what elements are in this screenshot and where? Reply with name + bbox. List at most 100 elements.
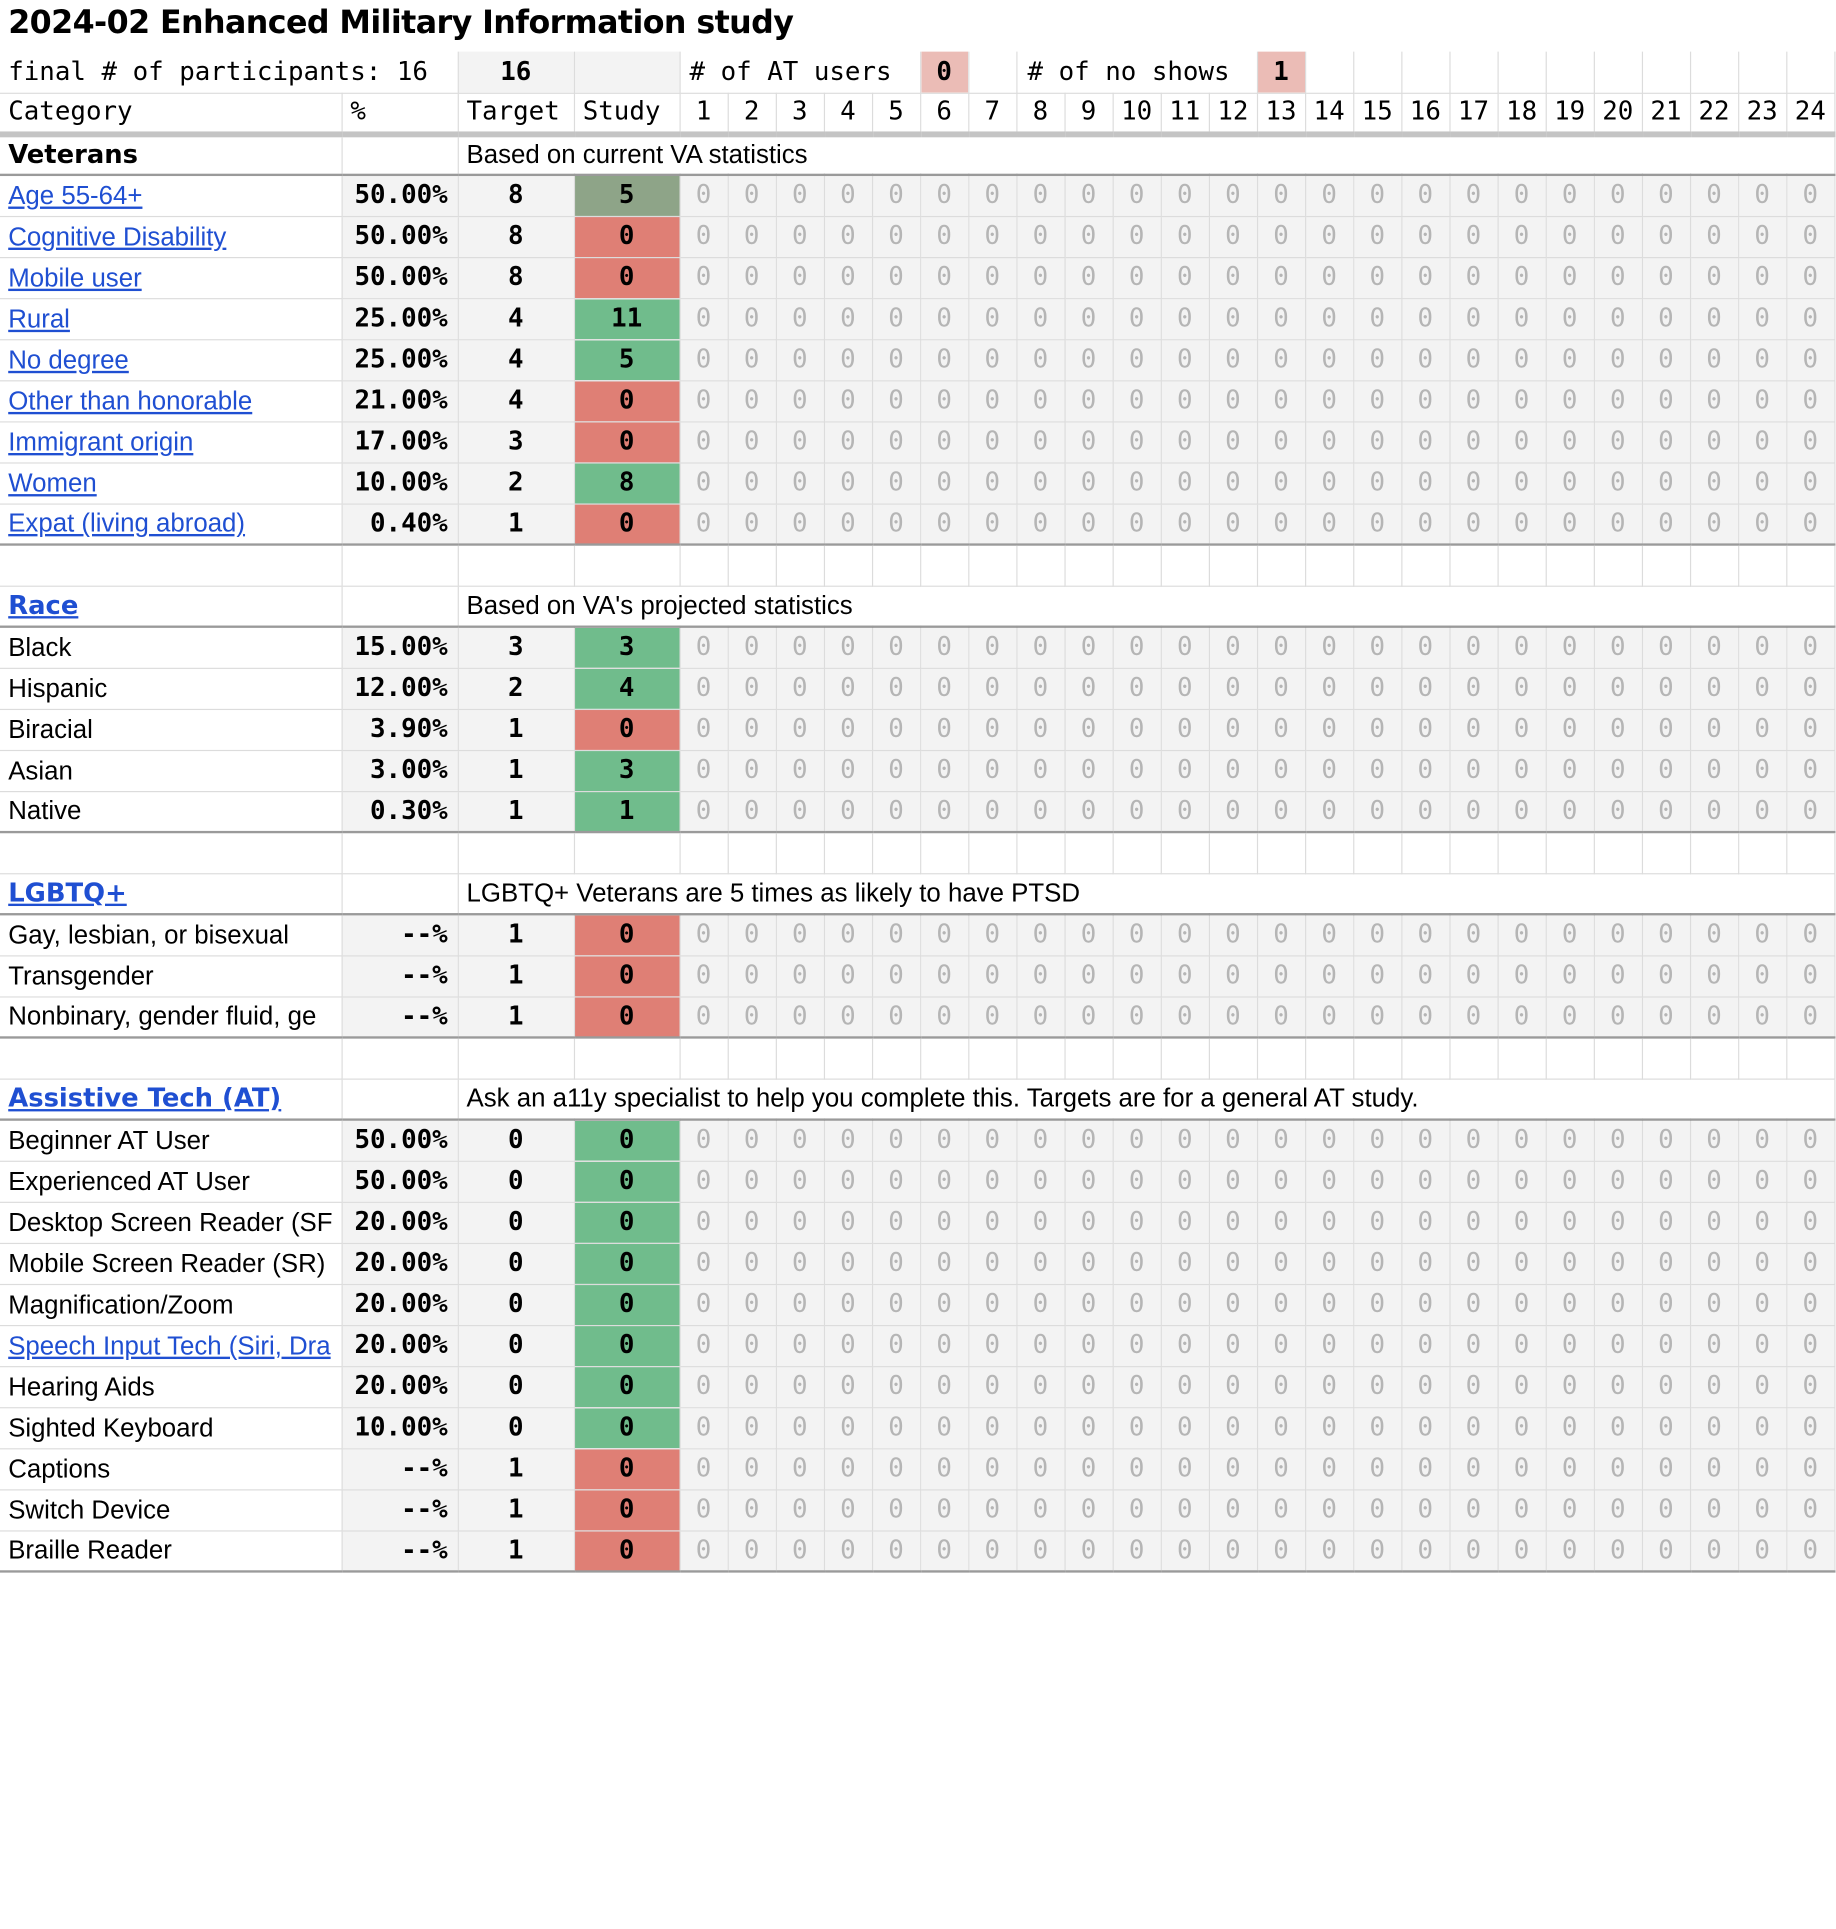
participant-cell[interactable]: 0 <box>1305 708 1354 751</box>
participant-cell[interactable]: 0 <box>1689 914 1739 956</box>
participant-cell[interactable]: 0 <box>1208 1160 1258 1203</box>
category-label[interactable]: Women <box>0 462 343 505</box>
participant-cell[interactable]: 0 <box>871 1530 921 1573</box>
participant-cell[interactable]: 0 <box>1064 1366 1114 1408</box>
participant-cell[interactable]: 0 <box>1786 1160 1835 1203</box>
participant-cell[interactable]: 0 <box>1160 215 1210 258</box>
participant-cell[interactable]: 0 <box>1256 1324 1306 1367</box>
participant-cell[interactable]: 0 <box>920 380 969 422</box>
participant-cell[interactable]: 0 <box>1545 421 1595 463</box>
participant-cell[interactable]: 0 <box>1208 339 1258 381</box>
participant-cell[interactable]: 0 <box>1256 257 1306 299</box>
participant-cell[interactable]: 0 <box>1016 708 1066 751</box>
participant-cell[interactable]: 0 <box>1593 174 1643 217</box>
participant-cell[interactable]: 0 <box>1449 955 1499 997</box>
participant-cell[interactable]: 0 <box>1545 791 1595 834</box>
participant-cell[interactable]: 0 <box>1353 667 1402 710</box>
participant-cell[interactable]: 0 <box>1016 380 1066 422</box>
participant-cell[interactable]: 0 <box>679 1530 729 1573</box>
participant-cell[interactable]: 0 <box>1545 1530 1595 1573</box>
participant-cell[interactable]: 0 <box>679 667 729 710</box>
participant-cell[interactable]: 0 <box>920 462 969 505</box>
participant-cell[interactable]: 0 <box>920 626 969 669</box>
participant-cell[interactable]: 0 <box>1256 215 1306 258</box>
participant-cell[interactable]: 0 <box>1786 421 1835 463</box>
category-label[interactable]: Other than honorable <box>0 380 343 422</box>
participant-cell[interactable]: 0 <box>1401 1324 1450 1367</box>
participant-cell[interactable]: 0 <box>1160 339 1210 381</box>
participant-cell[interactable]: 0 <box>1305 339 1354 381</box>
participant-cell[interactable]: 0 <box>1353 955 1402 997</box>
participant-cell[interactable]: 0 <box>1786 257 1835 299</box>
participant-cell[interactable]: 0 <box>679 626 729 669</box>
participant-cell[interactable]: 0 <box>775 1407 825 1449</box>
participant-cell[interactable]: 0 <box>1305 257 1354 299</box>
participant-cell[interactable]: 0 <box>1545 1283 1595 1326</box>
participant-cell[interactable]: 0 <box>775 1160 825 1203</box>
participant-cell[interactable]: 0 <box>1016 1324 1066 1367</box>
participant-cell[interactable]: 0 <box>1738 1283 1787 1326</box>
participant-cell[interactable]: 0 <box>727 1242 777 1285</box>
participant-cell[interactable]: 0 <box>1593 1489 1643 1531</box>
participant-cell[interactable]: 0 <box>1016 1160 1066 1203</box>
participant-cell[interactable]: 0 <box>1449 667 1499 710</box>
participant-cell[interactable]: 0 <box>1641 1283 1691 1326</box>
participant-cell[interactable]: 0 <box>1064 626 1114 669</box>
participant-cell[interactable]: 0 <box>1497 1242 1547 1285</box>
participant-cell[interactable]: 0 <box>823 298 873 340</box>
participant-cell[interactable]: 0 <box>1112 667 1162 710</box>
participant-cell[interactable]: 0 <box>1449 1366 1499 1408</box>
participant-cell[interactable]: 0 <box>1401 1201 1450 1244</box>
participant-cell[interactable]: 0 <box>1256 708 1306 751</box>
participant-cell[interactable]: 0 <box>1353 626 1402 669</box>
participant-cell[interactable]: 0 <box>1786 996 1835 1039</box>
participant-cell[interactable]: 0 <box>1689 1407 1739 1449</box>
participant-cell[interactable]: 0 <box>1593 914 1643 956</box>
participant-cell[interactable]: 0 <box>1497 339 1547 381</box>
participant-cell[interactable]: 0 <box>968 298 1017 340</box>
participant-cell[interactable]: 0 <box>1256 749 1306 792</box>
participant-cell[interactable]: 0 <box>1353 1201 1402 1244</box>
participant-cell[interactable]: 0 <box>920 1366 969 1408</box>
participant-cell[interactable]: 0 <box>1208 1119 1258 1162</box>
participant-cell[interactable]: 0 <box>1497 955 1547 997</box>
participant-cell[interactable]: 0 <box>1112 996 1162 1039</box>
category-label[interactable]: Age 55-64+ <box>0 174 343 217</box>
participant-cell[interactable]: 0 <box>1112 1448 1162 1490</box>
participant-cell[interactable]: 0 <box>1401 380 1450 422</box>
participant-cell[interactable]: 0 <box>1305 1489 1354 1531</box>
participant-cell[interactable]: 0 <box>1786 1242 1835 1285</box>
participant-cell[interactable]: 0 <box>1593 1407 1643 1449</box>
participant-cell[interactable]: 0 <box>1786 1448 1835 1490</box>
participant-cell[interactable]: 0 <box>1112 462 1162 505</box>
participant-cell[interactable]: 0 <box>1016 667 1066 710</box>
participant-cell[interactable]: 0 <box>775 1324 825 1367</box>
participant-cell[interactable]: 0 <box>920 1324 969 1367</box>
participant-cell[interactable]: 0 <box>1160 1119 1210 1162</box>
participant-cell[interactable]: 0 <box>968 749 1017 792</box>
participant-cell[interactable]: 0 <box>1497 1407 1547 1449</box>
participant-cell[interactable]: 0 <box>1112 791 1162 834</box>
participant-cell[interactable]: 0 <box>1593 298 1643 340</box>
participant-cell[interactable]: 0 <box>775 1448 825 1490</box>
participant-cell[interactable]: 0 <box>775 1119 825 1162</box>
participant-cell[interactable]: 0 <box>1738 380 1787 422</box>
participant-cell[interactable]: 0 <box>1305 667 1354 710</box>
participant-cell[interactable]: 0 <box>1449 1530 1499 1573</box>
participant-cell[interactable]: 0 <box>1401 298 1450 340</box>
participant-cell[interactable]: 0 <box>823 791 873 834</box>
participant-cell[interactable]: 0 <box>1641 1119 1691 1162</box>
participant-cell[interactable]: 0 <box>920 791 969 834</box>
participant-cell[interactable]: 0 <box>1112 914 1162 956</box>
participant-cell[interactable]: 0 <box>823 1448 873 1490</box>
participant-cell[interactable]: 0 <box>1064 1324 1114 1367</box>
participant-cell[interactable]: 0 <box>1016 914 1066 956</box>
participant-cell[interactable]: 0 <box>1738 955 1787 997</box>
participant-cell[interactable]: 0 <box>1593 667 1643 710</box>
participant-cell[interactable]: 0 <box>968 215 1017 258</box>
participant-cell[interactable]: 0 <box>1593 1160 1643 1203</box>
participant-cell[interactable]: 0 <box>1689 380 1739 422</box>
participant-cell[interactable]: 0 <box>1112 955 1162 997</box>
participant-cell[interactable]: 0 <box>871 749 921 792</box>
participant-cell[interactable]: 0 <box>1112 503 1162 546</box>
